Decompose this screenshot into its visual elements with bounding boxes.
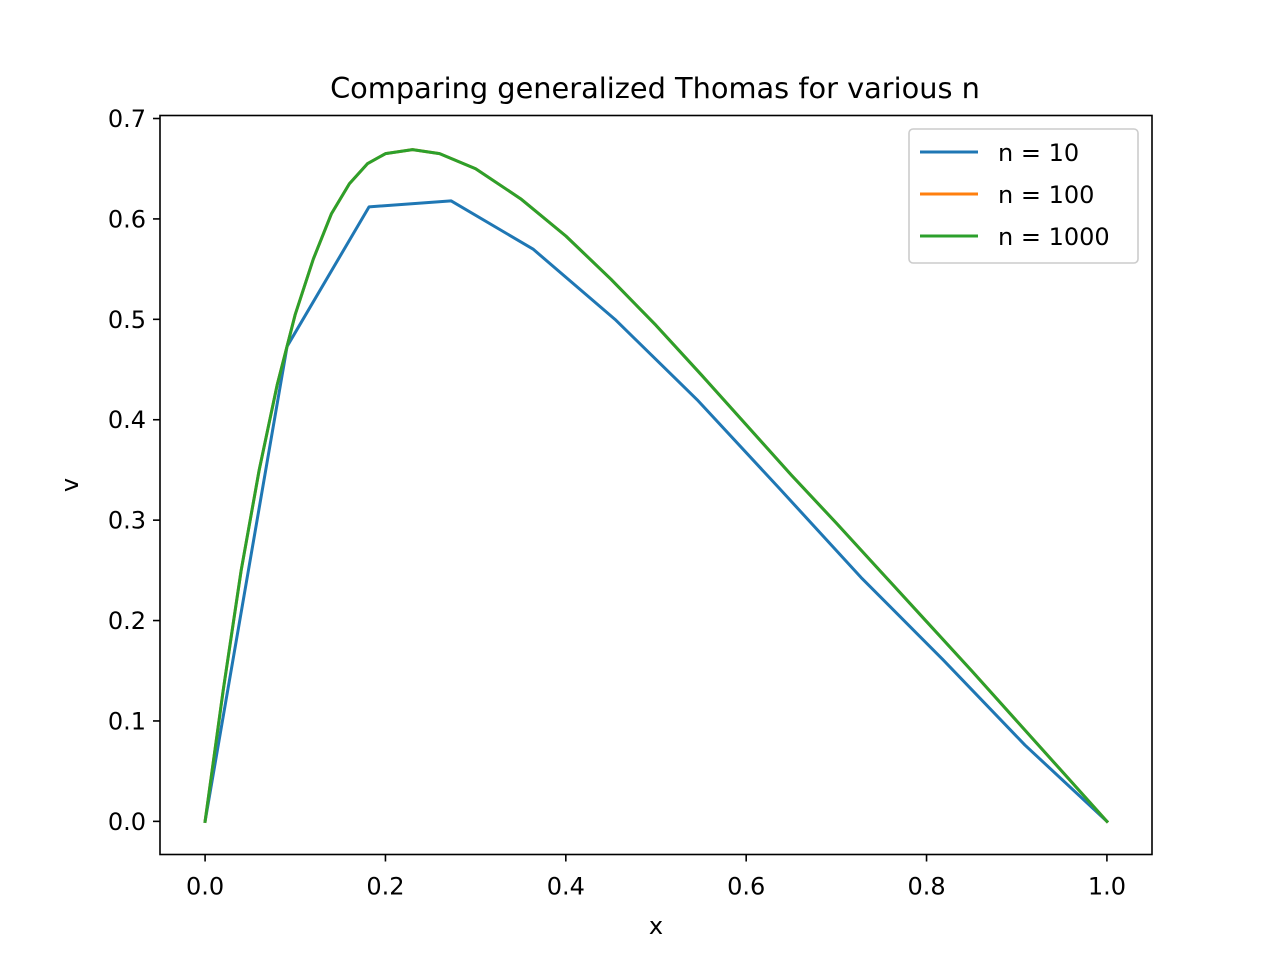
x-tick-label: 0.0 — [186, 873, 224, 901]
x-axis-ticks: 0.0 0.2 0.4 0.6 0.8 1.0 — [186, 854, 1126, 901]
x-tick-label: 0.8 — [907, 873, 945, 901]
x-tick-label: 0.4 — [547, 873, 585, 901]
y-tick-label: 0.5 — [108, 306, 146, 334]
legend-label: n = 100 — [998, 181, 1094, 209]
y-axis-label: v — [56, 478, 84, 492]
axes-frame — [159, 114, 1153, 856]
y-tick-label: 0.7 — [108, 105, 146, 133]
y-tick-label: 0.4 — [108, 406, 146, 434]
legend-label: n = 1000 — [998, 223, 1110, 251]
legend: n = 10 n = 100 n = 1000 — [908, 128, 1139, 264]
y-tick-label: 0.6 — [108, 205, 146, 233]
y-tick-label: 0.1 — [108, 707, 146, 735]
x-tick-label: 0.2 — [366, 873, 404, 901]
y-tick-label: 0.2 — [108, 607, 146, 635]
legend-label: n = 10 — [998, 139, 1079, 167]
x-axis-label: x — [649, 912, 663, 940]
y-tick-label: 0.3 — [108, 507, 146, 535]
series-line-1 — [203, 199, 1110, 824]
x-tick-label: 1.0 — [1088, 873, 1126, 901]
legend-box — [908, 128, 1139, 264]
x-tick-label: 0.6 — [727, 873, 765, 901]
y-tick-label: 0.0 — [108, 808, 146, 836]
series-lines — [203, 148, 1110, 824]
chart-title: Comparing generalized Thomas for various… — [330, 71, 980, 105]
y-axis-ticks: 0.0 0.1 0.2 0.3 0.4 0.5 0.6 0.7 — [108, 105, 160, 836]
series-line-3 — [203, 148, 1110, 824]
